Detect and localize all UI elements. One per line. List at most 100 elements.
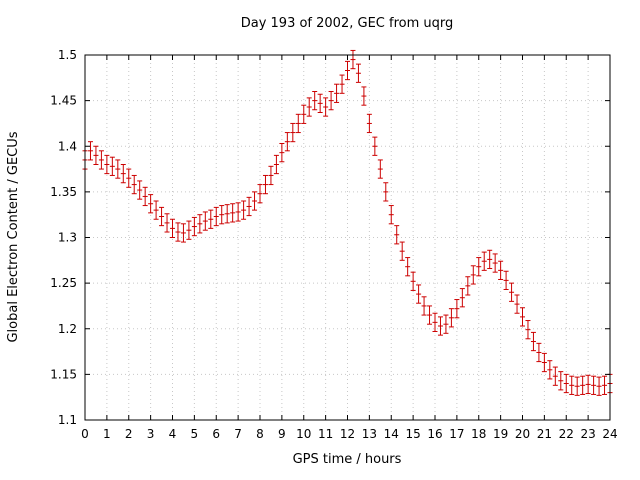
errorbar-point: [552, 366, 558, 386]
errorbar-point: [230, 203, 236, 223]
x-tick-label: 11: [318, 427, 333, 441]
x-tick-label: 4: [169, 427, 177, 441]
errorbar-point: [235, 202, 241, 222]
errorbar-point: [574, 376, 580, 396]
errorbar-point: [175, 222, 181, 242]
errorbar-point: [372, 136, 378, 156]
errorbar-point: [437, 316, 443, 336]
errorbar-point: [213, 206, 219, 227]
errorbar-point: [410, 271, 416, 291]
x-tick-label: 20: [515, 427, 530, 441]
y-tick-label: 1.3: [58, 231, 77, 245]
errorbar-point: [306, 97, 312, 117]
errorbar-point: [602, 375, 608, 395]
errorbar-point: [180, 223, 186, 243]
errorbar-point: [120, 164, 126, 184]
errorbar-point: [350, 49, 356, 70]
y-tick-label: 1.15: [50, 367, 77, 381]
errorbar-point: [109, 156, 115, 176]
y-tick-label: 1.4: [58, 139, 77, 153]
errorbar-point: [443, 314, 449, 334]
errorbar-point: [377, 159, 383, 179]
errorbar-point: [323, 97, 329, 117]
x-tick-label: 15: [405, 427, 420, 441]
errorbar-point: [191, 216, 197, 237]
errorbar-point: [170, 218, 175, 238]
errorbar-point: [186, 220, 192, 240]
errorbar-point: [563, 373, 569, 394]
y-tick-label: 1.1: [58, 413, 77, 427]
errorbar-point: [520, 307, 525, 327]
x-tick-label: 19: [493, 427, 508, 441]
errorbar-point: [399, 241, 405, 261]
chart-title: Day 193 of 2002, GEC from uqrg: [241, 16, 454, 31]
errorbar-point: [104, 154, 110, 175]
errorbar-point: [137, 180, 143, 200]
errorbar-point: [164, 213, 170, 233]
errorbar-point: [273, 154, 279, 175]
x-tick-label: 23: [580, 427, 595, 441]
errorbar-point: [476, 257, 482, 277]
errorbar-point: [541, 352, 547, 373]
errorbar-point: [224, 204, 230, 224]
errorbar-point: [547, 360, 553, 380]
errorbar-point: [219, 205, 225, 225]
errorbar-point: [328, 91, 334, 111]
errorbar-point: [481, 251, 487, 271]
errorbar-point: [394, 225, 400, 245]
x-tick-label: 22: [559, 427, 574, 441]
errorbar-point: [416, 284, 422, 304]
x-tick-label: 24: [602, 427, 617, 441]
errorbar-point: [284, 132, 290, 152]
x-tick-label: 8: [256, 427, 264, 441]
errorbar-point: [585, 374, 591, 395]
errorbar-point: [454, 299, 460, 319]
errorbar-point: [115, 159, 121, 179]
errorbar-point: [432, 312, 438, 332]
errorbar-point: [257, 184, 263, 204]
data-layer: [82, 49, 613, 396]
errorbar-point: [279, 143, 285, 163]
x-tick-label: 7: [234, 427, 242, 441]
x-tick-label: 9: [278, 427, 286, 441]
errorbar-point: [366, 113, 372, 134]
errorbar-point: [509, 282, 515, 302]
errorbar-point: [361, 86, 367, 106]
errorbar-point: [93, 145, 99, 165]
errorbar-point: [153, 200, 159, 220]
y-tick-label: 1.35: [50, 185, 77, 199]
errorbar-point: [355, 63, 361, 83]
errorbar-point: [290, 122, 296, 143]
errorbar-point: [208, 209, 214, 229]
errorbar-point: [596, 376, 602, 396]
errorbar-point: [197, 214, 203, 234]
errorbar-point: [388, 205, 394, 225]
errorbar-point: [126, 168, 132, 188]
y-tick-label: 1.25: [50, 276, 77, 290]
x-tick-label: 12: [340, 427, 355, 441]
errorbar-point: [301, 104, 307, 124]
y-tick-label: 1.5: [58, 48, 77, 62]
errorbar-point: [334, 83, 340, 103]
errorbar-point: [448, 308, 454, 328]
errorbar-point: [492, 253, 498, 273]
errorbar-point: [345, 60, 350, 81]
y-tick-label: 1.45: [50, 94, 77, 108]
errorbar-point: [465, 276, 471, 296]
errorbar-point: [459, 288, 465, 308]
errorbar-point: [514, 294, 520, 314]
errorbar-point: [98, 150, 104, 170]
errorbar-point: [525, 320, 531, 340]
errorbar-point: [421, 296, 427, 316]
errorbar-point: [246, 196, 252, 217]
errorbar-point: [312, 91, 318, 111]
errorbar-point: [487, 249, 493, 270]
errorbar-point: [580, 375, 586, 395]
errorbar-point: [470, 265, 476, 285]
errorbar-point: [558, 371, 564, 391]
errorbar-point: [427, 305, 433, 325]
errorbar-point: [202, 211, 208, 231]
y-tick-label: 1.2: [58, 322, 77, 336]
errorbar-point: [317, 93, 323, 113]
errorbar-point: [339, 74, 345, 94]
